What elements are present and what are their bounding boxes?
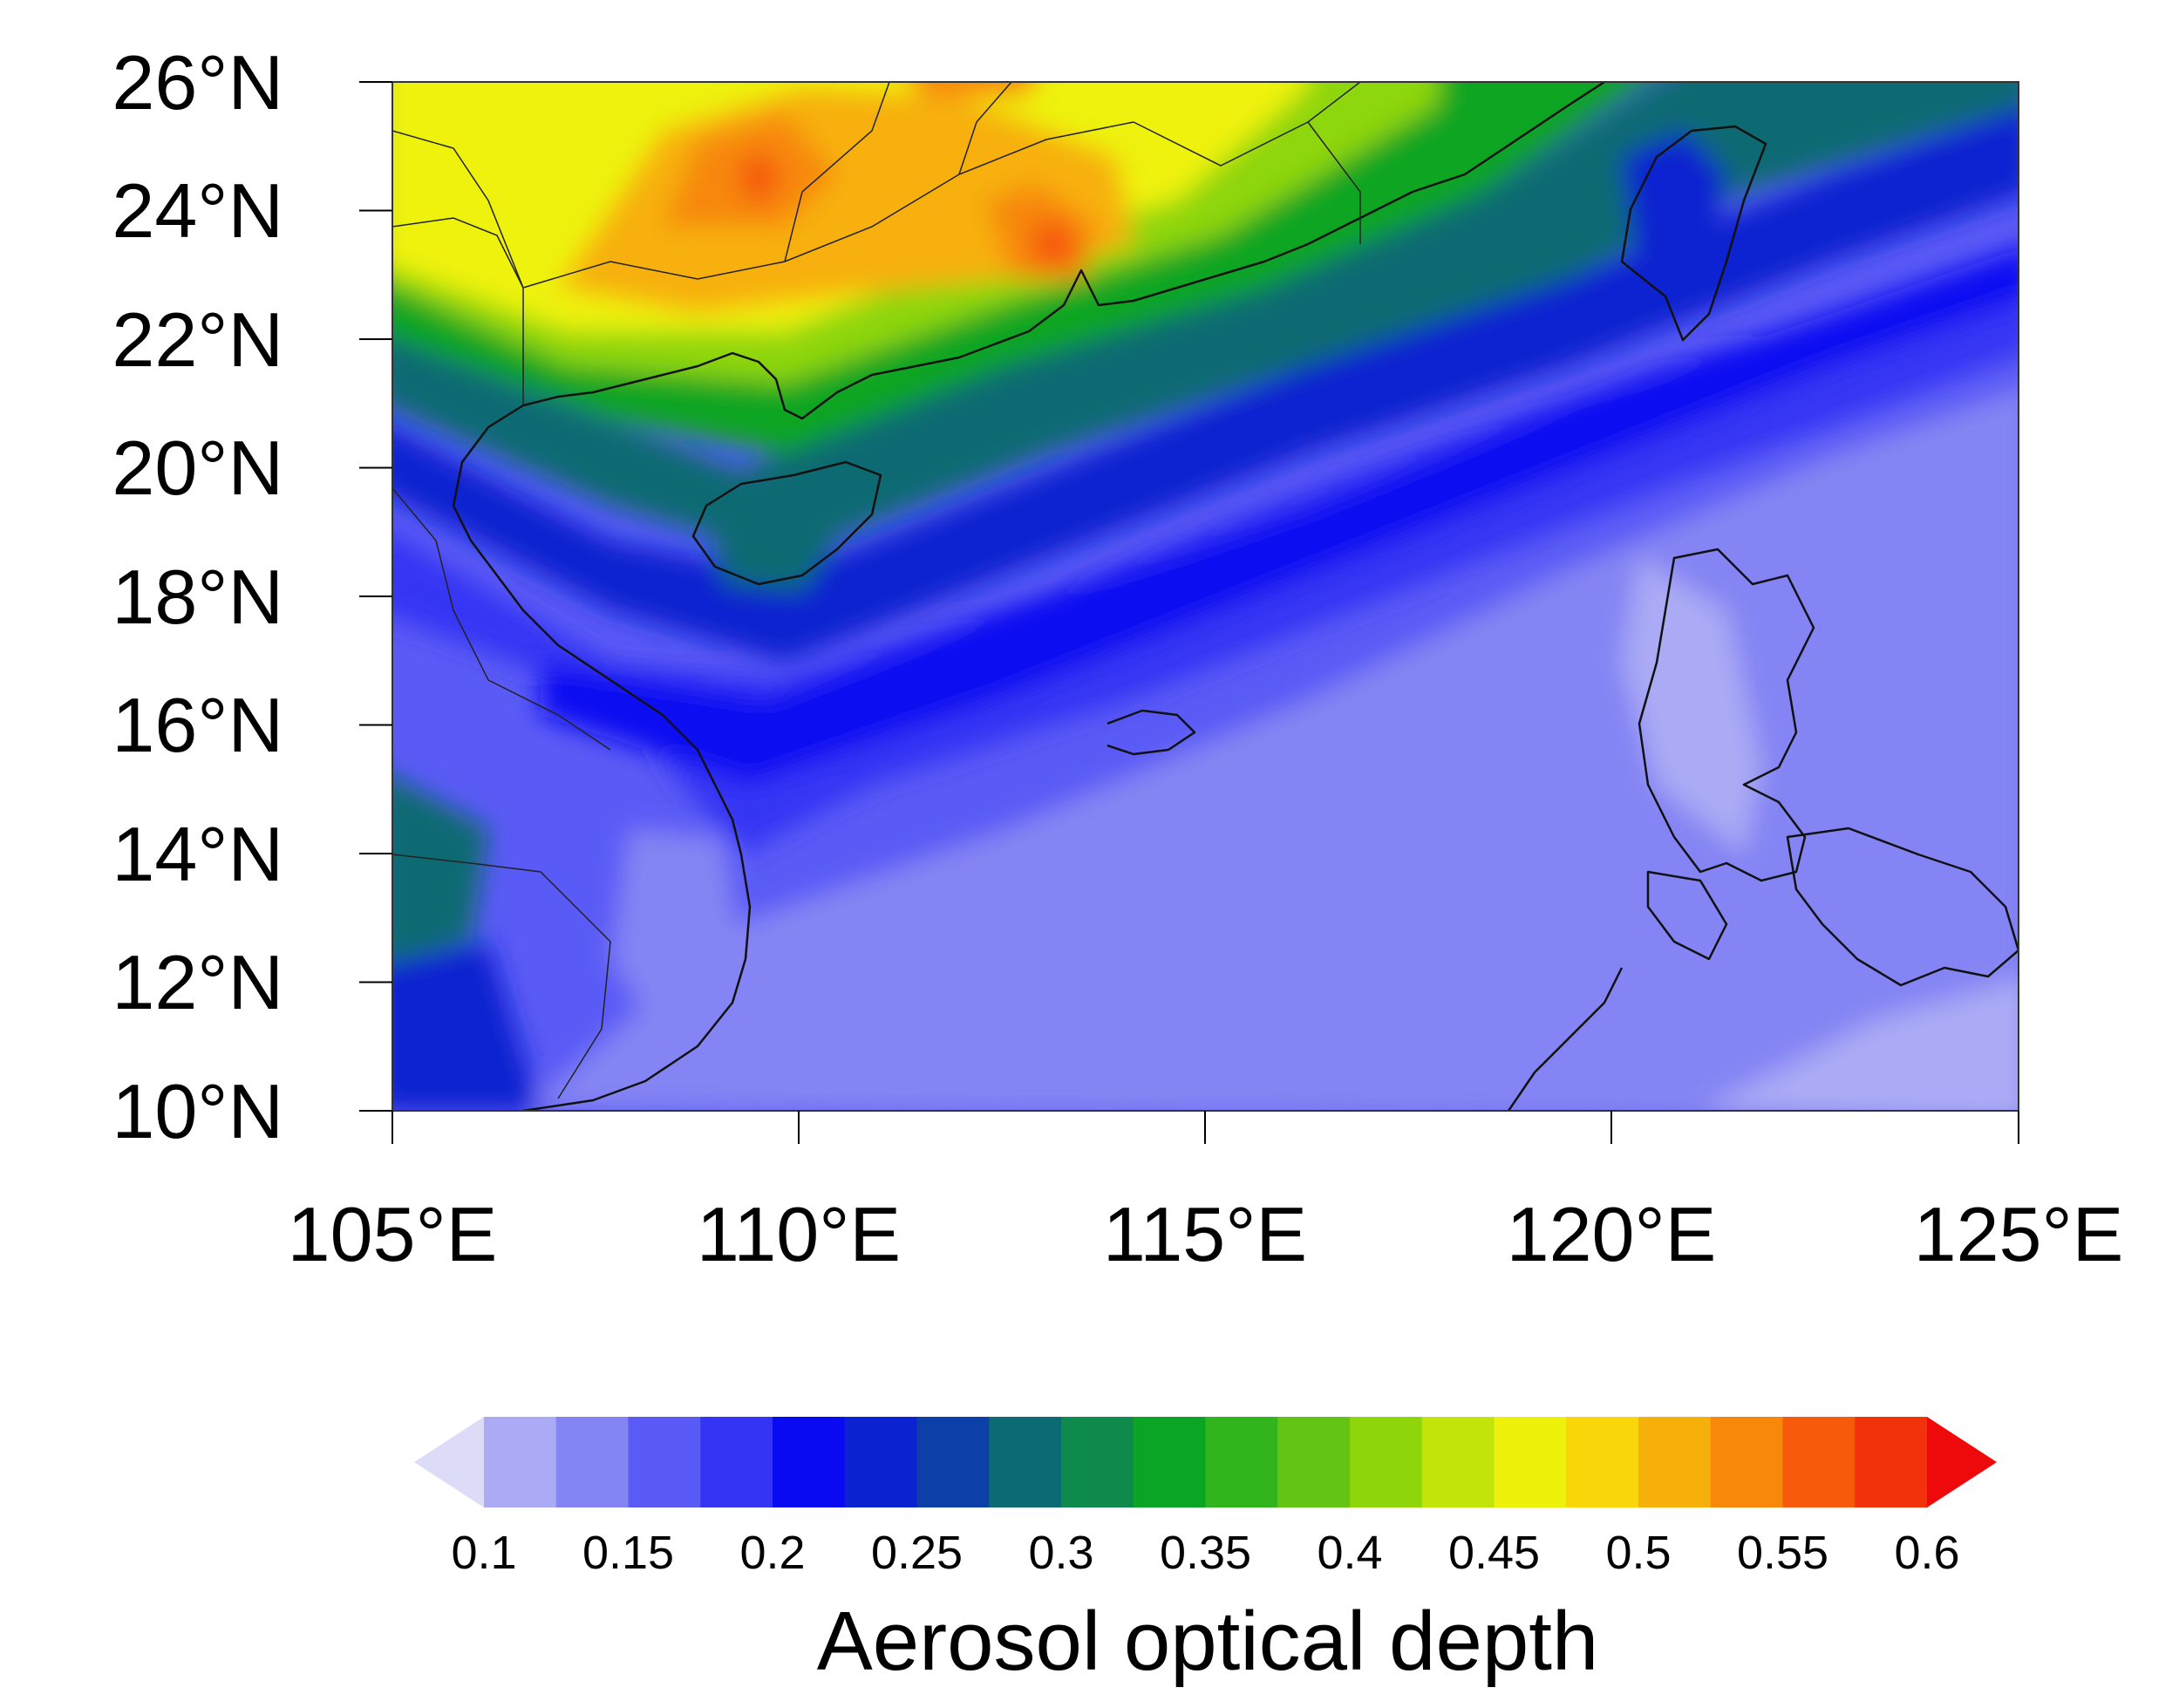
colorbar-tick-label: 0.25 — [871, 1527, 963, 1579]
colorbar-segment — [989, 1417, 1062, 1507]
colorbar-title: Aerosol optical depth — [817, 1595, 1599, 1688]
colorbar-tick-label: 0.1 — [451, 1527, 516, 1579]
lon-label-120: 120°E — [1507, 1191, 1717, 1277]
lat-label-22: 22°N — [112, 296, 283, 383]
lon-label-105: 105°E — [288, 1191, 498, 1277]
colorbar-tick-label: 0.45 — [1448, 1527, 1540, 1579]
colorbar-over-arrow — [1927, 1417, 1997, 1507]
province-border-4 — [1133, 82, 1361, 167]
colorbar-tick-label: 0.55 — [1737, 1527, 1828, 1579]
colorbar-tick-label: 0.2 — [739, 1527, 805, 1579]
colorbar-segment — [555, 1417, 630, 1507]
longitude-axis: 105°E 110°E 115°E 120°E 125°E — [288, 1111, 2124, 1277]
colorbar-tick-label: 0.6 — [1894, 1527, 1959, 1579]
band-taiwan-blue — [1622, 131, 1726, 288]
province-border-2 — [784, 82, 890, 262]
paracel-islands — [1107, 709, 1196, 756]
colorbar-segment — [1277, 1417, 1351, 1507]
china-vietnam-border — [392, 217, 524, 405]
lat-label-20: 20°N — [112, 425, 283, 511]
band-sw-teal — [392, 776, 488, 963]
colorbar-segment — [1421, 1417, 1495, 1507]
colorbar-segment — [1638, 1417, 1712, 1507]
province-border-1 — [522, 121, 1134, 289]
colorbar — [414, 1417, 1997, 1507]
colorbar-segment — [628, 1417, 701, 1507]
hainan-island — [691, 460, 882, 586]
colorbar-segment — [916, 1417, 990, 1507]
palawan-island — [1507, 967, 1624, 1111]
lat-label-24: 24°N — [112, 167, 283, 254]
colorbar-segment — [1133, 1417, 1207, 1507]
colorbar-tick-label: 0.3 — [1028, 1527, 1093, 1579]
colorbar-segment — [1782, 1417, 1856, 1507]
band-sw-navy — [392, 942, 541, 1111]
band-deep-blue — [541, 248, 2019, 785]
lat-label-26: 26°N — [112, 39, 283, 126]
colorbar-segment — [1205, 1417, 1278, 1507]
luzon-island — [1638, 548, 1815, 882]
colorbar-segment — [700, 1417, 773, 1507]
province-border-5 — [1307, 121, 1361, 244]
lon-label-110: 110°E — [697, 1191, 901, 1277]
lon-label-115: 115°E — [1103, 1191, 1307, 1277]
colorbar-tick-label: 0.5 — [1605, 1527, 1671, 1579]
colorbar-under-arrow — [414, 1417, 484, 1507]
province-border-3 — [958, 82, 1012, 175]
colorbar-tick-label: 0.35 — [1160, 1527, 1251, 1579]
lat-label-10: 10°N — [112, 1068, 283, 1154]
colorbar-segment — [1710, 1417, 1784, 1507]
band-hainan-teal — [706, 488, 837, 593]
latitude-axis: 26°N 24°N 22°N 20°N 18°N 16°N 14°N 12°N … — [112, 39, 392, 1154]
colorbar-segment — [773, 1417, 846, 1507]
cambodia-border — [392, 854, 611, 1099]
lon-label-125: 125°E — [1914, 1191, 2124, 1277]
lat-label-16: 16°N — [112, 682, 283, 768]
laos-border — [392, 487, 611, 751]
colorbar-tick-label: 0.4 — [1317, 1527, 1382, 1579]
lat-label-12: 12°N — [112, 939, 283, 1025]
colorbar-segment — [1350, 1417, 1423, 1507]
lat-label-18: 18°N — [112, 554, 283, 640]
band-red-orange-2 — [1029, 218, 1081, 270]
band-red-orange — [732, 148, 785, 209]
colorbar-segment — [844, 1417, 918, 1507]
band-light-blue-s — [610, 828, 750, 1046]
taiwan-island — [1620, 125, 1767, 342]
colorbar-tick-label: 0.15 — [582, 1527, 674, 1579]
province-border-6 — [392, 130, 524, 289]
lat-label-14: 14°N — [112, 811, 283, 897]
band-se-pale — [1700, 980, 2019, 1111]
colorbar-segment — [484, 1417, 557, 1507]
band-top-red — [913, 82, 1035, 96]
borders — [392, 82, 1361, 1099]
aod-field — [392, 82, 2019, 1111]
vietnam-coast — [452, 404, 752, 1111]
colorbar-segment — [1061, 1417, 1134, 1507]
band-teal — [392, 82, 2019, 558]
mindoro-island — [1646, 870, 1728, 961]
visayas-islands — [1786, 827, 2019, 987]
colorbar-segment — [1566, 1417, 1639, 1507]
colorbar-segment — [1494, 1417, 1567, 1507]
colorbar-tick-labels: 0.1 0.15 0.2 0.25 0.3 0.35 0.4 0.45 0.5 0.55 0.6 — [451, 1527, 1959, 1579]
colorbar-segment — [1855, 1417, 1928, 1507]
band-light-blue — [1622, 558, 1761, 854]
band-green — [392, 82, 1639, 453]
